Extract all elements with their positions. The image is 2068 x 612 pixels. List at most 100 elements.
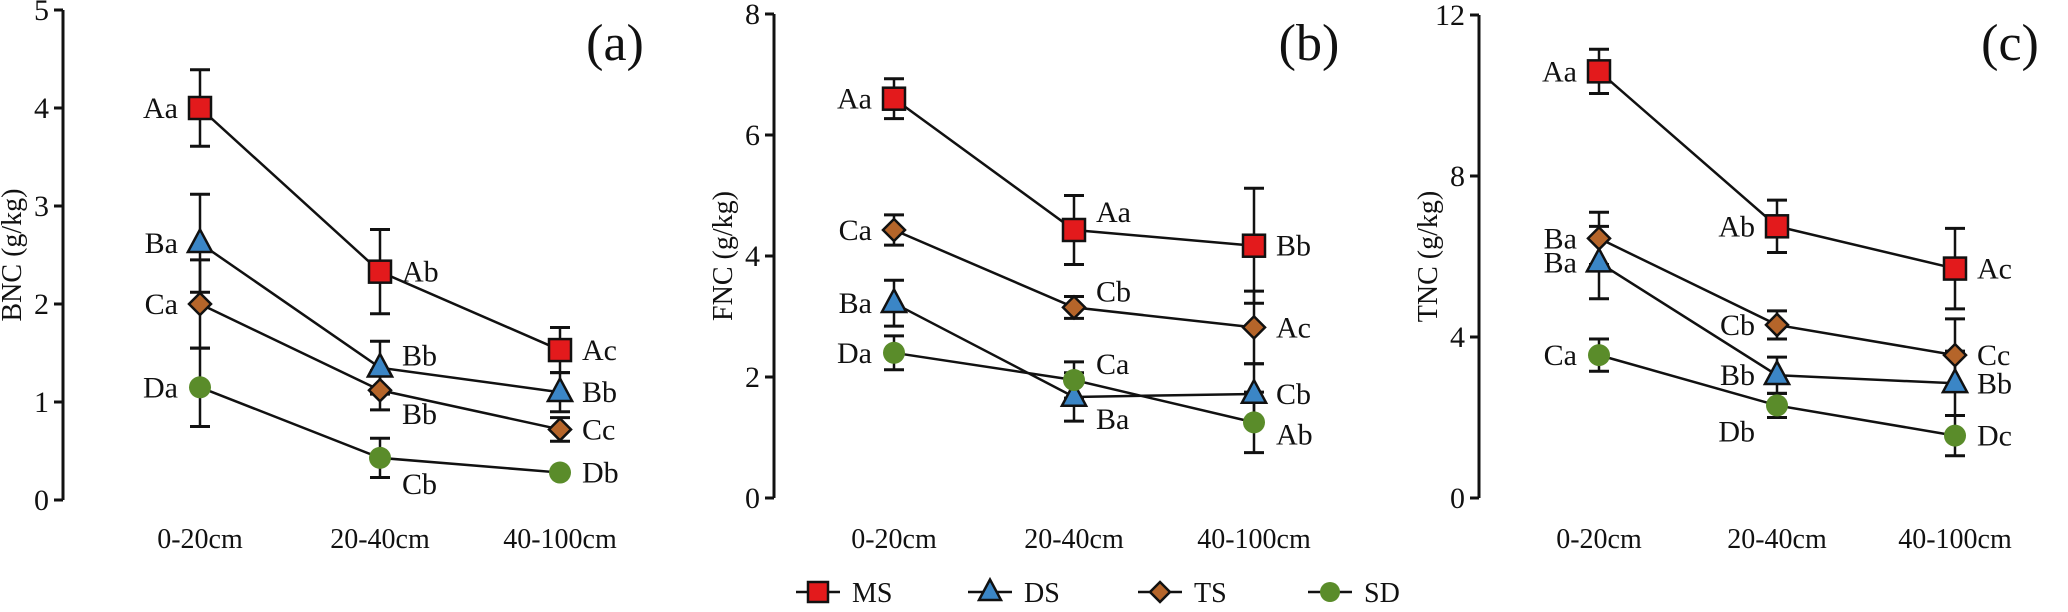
x-tick-label: 40-100cm: [1898, 524, 2012, 555]
data-label: Ca: [1096, 348, 1129, 381]
x-tick-label: 0-20cm: [1556, 524, 1642, 555]
data-point-ts: [187, 291, 213, 317]
data-label: Bb: [1276, 230, 1311, 263]
data-label: Dc: [1977, 420, 2012, 453]
data-point-ds: [1762, 358, 1792, 386]
data-point-ms: [881, 86, 907, 111]
x-tick-label: 40-100cm: [503, 524, 617, 555]
data-label: Ba: [1544, 222, 1577, 255]
data-point-ds: [545, 375, 575, 403]
data-point-sd: [1588, 344, 1610, 367]
data-point-sd: [549, 461, 571, 484]
data-label: Ba: [1096, 403, 1129, 436]
data-label: Ac: [1977, 253, 2012, 286]
data-point-ms: [367, 259, 393, 284]
y-tick-label: 1: [34, 386, 49, 419]
legend-marker-ds: [976, 576, 1004, 602]
legend-marker-sd: [1320, 582, 1340, 602]
y-tick-label: 2: [745, 361, 760, 394]
y-tick-label: 4: [1450, 321, 1465, 354]
panel-b: 0 2 4 6 8 FNC (g/kg) 0-20cm 20-40cm 40-100cm (b) A…: [708, 0, 1339, 555]
y-tick-label: 3: [34, 190, 49, 223]
y-tick-label: 12: [1435, 0, 1465, 32]
data-point-ms: [187, 95, 213, 121]
data-point-ts: [881, 217, 907, 243]
data-label: Aa: [143, 92, 178, 125]
y-axis-label: FNC (g/kg): [708, 191, 739, 321]
data-point-ds: [185, 226, 215, 254]
x-tick-label: 40-100cm: [1197, 524, 1311, 555]
legend-label: MS: [852, 578, 892, 609]
y-axis-label: BNC (g/kg): [0, 189, 28, 322]
data-label: Ab: [402, 256, 439, 289]
data-point-ms: [1586, 59, 1612, 84]
data-label: Aa: [1096, 196, 1131, 229]
x-tick-label: 20-40cm: [330, 524, 430, 555]
data-point-ts: [1942, 342, 1968, 368]
data-point-sd: [1243, 411, 1265, 434]
data-point-ts: [1586, 225, 1612, 252]
panel-label: (b): [1279, 15, 1340, 72]
y-tick-label: 5: [34, 0, 49, 27]
panel-a: 0 1 2 3 4 5 BNC (g/kg) 0-20cm 20-40cm 40-100cm (a)…: [0, 0, 644, 555]
data-label: Ac: [582, 334, 617, 367]
y-tick-label: 4: [745, 240, 760, 273]
legend-marker-ts: [1148, 580, 1172, 604]
data-label: Ca: [839, 214, 872, 247]
data-label: Ca: [145, 288, 178, 321]
data-point-ds: [1239, 377, 1269, 404]
data-label: Cc: [1977, 339, 2010, 372]
data-label: Db: [1718, 415, 1755, 448]
data-point-ds: [879, 286, 909, 314]
data-point-sd: [883, 341, 905, 364]
panel-label: (a): [586, 15, 644, 72]
data-label: Bb: [402, 398, 437, 431]
data-point-ts: [367, 377, 393, 404]
panel-label: (c): [1981, 15, 2039, 72]
data-point-ds: [1940, 366, 1970, 394]
data-point-ts: [547, 416, 573, 443]
data-label: Cb: [1720, 309, 1755, 342]
data-label: Db: [582, 457, 619, 490]
data-point-ms: [1942, 256, 1968, 281]
data-point-ts: [1241, 314, 1267, 341]
data-point-ds: [1584, 246, 1614, 273]
x-tick-label: 0-20cm: [851, 524, 937, 555]
x-tick-label: 20-40cm: [1727, 524, 1827, 555]
data-point-ms: [1764, 214, 1790, 239]
x-tick-label: 20-40cm: [1024, 524, 1124, 555]
data-label: Cc: [582, 413, 615, 446]
data-point-sd: [369, 446, 391, 469]
panel-c: 0 4 8 12 TNC (g/kg) 0-20cm 20-40cm 40-100cm (c) A…: [1413, 0, 2039, 555]
legend-label: TS: [1194, 578, 1227, 609]
data-label: Bb: [1977, 367, 2012, 400]
data-label: Ab: [1718, 210, 1755, 243]
x-tick-label: 0-20cm: [157, 524, 243, 555]
data-point-sd: [1063, 369, 1085, 392]
y-tick-label: 2: [34, 288, 49, 321]
data-point-sd: [1766, 394, 1788, 417]
data-label: Da: [143, 371, 178, 404]
data-label: Cb: [402, 468, 437, 501]
data-label: Ac: [1276, 311, 1311, 344]
data-point-ms: [1061, 217, 1087, 243]
data-label: Ba: [145, 227, 178, 260]
legend: MS DS TS SD: [796, 576, 1400, 609]
data-label: Ab: [1276, 418, 1313, 451]
y-tick-label: 0: [1450, 482, 1465, 515]
data-label: Bb: [1720, 359, 1755, 392]
y-tick-label: 6: [745, 119, 760, 152]
data-label: Ba: [1544, 247, 1577, 280]
data-point-ms: [547, 337, 573, 363]
data-label: Aa: [837, 83, 872, 116]
data-label: Cb: [1096, 275, 1131, 308]
legend-label: DS: [1024, 578, 1060, 609]
y-tick-label: 8: [1450, 160, 1465, 193]
data-label: Ba: [839, 287, 872, 320]
legend-marker-ms: [806, 580, 830, 604]
data-label: Aa: [1542, 55, 1577, 88]
data-label: Bb: [582, 376, 617, 409]
y-tick-label: 4: [34, 92, 49, 125]
data-label: Ca: [1544, 339, 1577, 372]
